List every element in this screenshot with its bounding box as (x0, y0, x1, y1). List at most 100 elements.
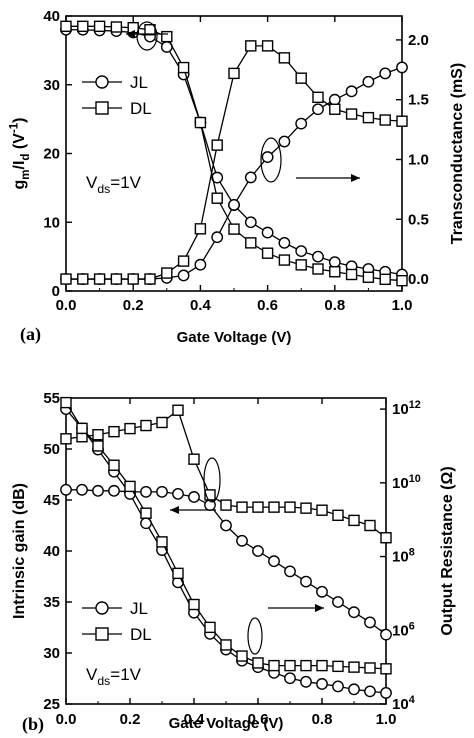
data-point-circle (345, 85, 358, 98)
data-point-square (284, 659, 296, 672)
data-point-square (380, 663, 392, 675)
data-point-square (236, 650, 248, 662)
data-point-circle (172, 487, 184, 500)
data-point-circle (236, 534, 248, 547)
data-point-circle (332, 680, 344, 693)
x-tick-label: 0.8 (312, 711, 333, 728)
y-left-tick-label: 10 (43, 214, 60, 231)
data-point-square (60, 273, 72, 285)
x-tick-label: 0.0 (56, 297, 77, 314)
data-point-circle (220, 519, 232, 532)
data-point-square (144, 24, 156, 36)
y-left-axis-title: gm​/Id​ (V-1​) (9, 118, 32, 190)
data-point-circle (252, 545, 264, 557)
data-point-square (60, 396, 72, 409)
y-left-tick-label: 20 (43, 146, 60, 163)
data-point-square (362, 271, 375, 283)
series-line (66, 45, 403, 280)
data-point-circle (316, 678, 328, 690)
data-point-square (316, 659, 328, 672)
data-point-circle (332, 596, 344, 608)
data-point-circle (312, 250, 324, 263)
data-point-square (364, 662, 376, 674)
y-right-tick-label: 104​ (392, 694, 415, 713)
data-point-circle (211, 231, 224, 244)
x-axis-title: Gate Voltage (V) (177, 329, 292, 346)
data-point-square (156, 416, 168, 429)
x-tick-label: 0.8 (324, 297, 345, 314)
data-point-circle (396, 61, 408, 74)
data-point-square (110, 273, 123, 285)
y-right-tick-label: 0.5 (408, 211, 429, 228)
data-point-square (329, 266, 341, 278)
data-point-square (300, 502, 312, 514)
panel-b: 0.0 0.2 0.4 0.6 0.8 1.0 25 30 35 40 45 50 55 104​ 106​… (11, 390, 456, 735)
y-right-tick-label: 1010​ (392, 473, 421, 492)
data-point-square (60, 433, 72, 445)
arrow-head (170, 506, 179, 514)
data-point-square (194, 116, 207, 129)
vds-annotation: Vds​=1V (86, 665, 142, 688)
data-point-circle (177, 269, 190, 282)
data-point-circle (244, 171, 257, 184)
data-point-square (380, 532, 392, 544)
y-left-tick-label: 50 (43, 441, 60, 458)
y-left-tick-label: 40 (43, 8, 60, 25)
x-tick-label: 0.4 (190, 297, 212, 314)
data-point-square (92, 440, 104, 452)
panel-label: (b) (22, 714, 44, 735)
x-tick-label: 0.2 (123, 297, 144, 314)
data-point-square (188, 453, 200, 465)
legend-label: DL (130, 625, 152, 644)
data-point-square (261, 247, 274, 259)
data-point-square (312, 263, 324, 275)
data-point-square (108, 459, 120, 471)
data-point-circle (92, 484, 104, 497)
data-point-square (332, 509, 344, 521)
data-point-square (140, 507, 152, 519)
data-point-circle (284, 672, 296, 685)
data-point-square (177, 255, 190, 267)
y-right-axis-title: Transconductance (mS) (449, 63, 466, 244)
data-point-square (345, 268, 358, 281)
data-point-square (362, 111, 375, 124)
data-point-square (161, 30, 173, 43)
data-point-square (220, 499, 232, 511)
x-tick-label: 0.2 (120, 711, 141, 728)
y-right-tick-label: 2.0 (408, 32, 429, 49)
x-tick-label: 0.6 (248, 711, 269, 728)
data-point-circle (108, 484, 120, 497)
y-right-tick-label: 1012​ (392, 399, 421, 418)
data-point-square (204, 489, 216, 501)
data-point-circle (278, 236, 291, 249)
data-point-circle (194, 258, 207, 271)
data-point-square (245, 40, 257, 52)
y-left-tick-label: 25 (43, 696, 60, 713)
data-point-square (316, 504, 328, 516)
data-point-circle (316, 585, 328, 598)
legend-marker-square (95, 627, 109, 641)
data-point-square (127, 273, 139, 285)
data-point-square (396, 274, 408, 287)
data-point-square (228, 67, 240, 80)
data-point-circle (140, 485, 152, 498)
data-point-square (379, 273, 391, 286)
data-point-square (252, 657, 264, 669)
data-point-square (228, 223, 240, 235)
y-right-axis-title: Output Resistance (Ω) (439, 466, 456, 635)
data-point-square (92, 429, 104, 441)
data-point-square (188, 598, 200, 611)
data-point-square (177, 61, 190, 74)
data-point-square (268, 501, 280, 513)
data-point-square (140, 419, 152, 432)
data-point-circle (348, 606, 360, 619)
arrow-head (126, 30, 135, 38)
data-point-square (172, 404, 184, 416)
legend-marker-circle (95, 601, 109, 615)
y-left-tick-label: 0 (52, 283, 60, 300)
y-left-tick-label: 30 (43, 77, 60, 94)
data-point-circle (295, 117, 308, 130)
data-point-circle (380, 687, 392, 699)
series-line (66, 29, 403, 276)
